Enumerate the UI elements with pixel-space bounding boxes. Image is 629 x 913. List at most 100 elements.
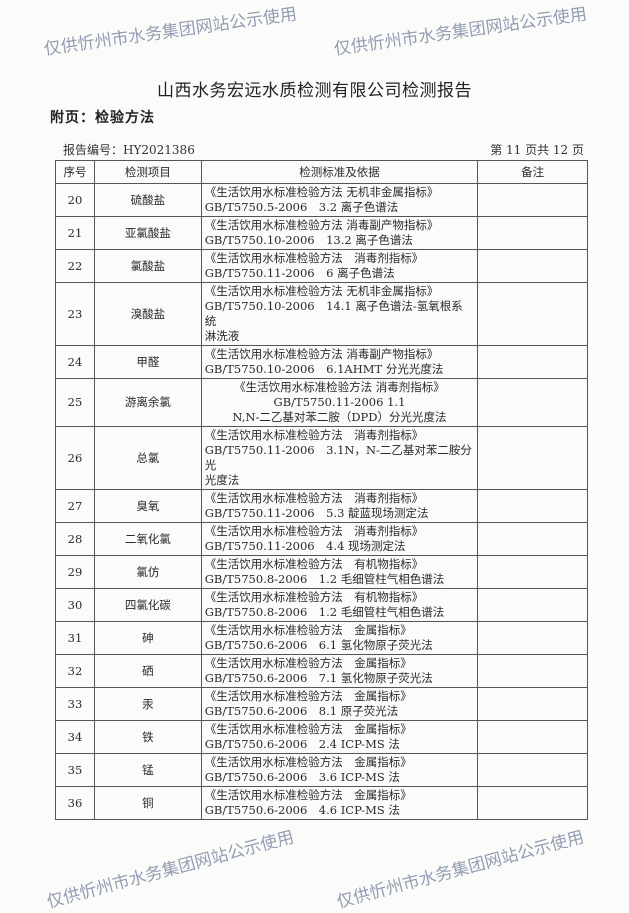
table-row: 27 臭氧 《生活饮用水标准检验方法 消毒剂指标》 GB/T5750.11-2006 … (55, 489, 588, 523)
table-row: 21 亚氯酸盐 《生活饮用水标准检验方法 消毒副产物指标》 GB/T5750.10-2… (55, 216, 588, 250)
watermark-text: 仅供忻州市水务集团网站公示使用 (332, 4, 588, 60)
test-item: 亚氯酸盐 (93, 216, 202, 250)
standard-line: 《生活饮用水标准检验方法 金属指标》 (204, 689, 412, 703)
test-item: 臭氧 (93, 489, 202, 523)
standard-line: GB/T5750.11-2006 4.4 现场测定法 (204, 539, 406, 553)
standard-line: GB/T5750.8-2006 1.2 毛细管柱气相色谱法 (204, 605, 445, 619)
test-item: 铜 (93, 786, 202, 820)
test-item: 游离余氯 (93, 378, 202, 427)
test-item: 溴酸盐 (93, 282, 202, 346)
standard-line: 《生活饮用水标准检验方法 金属指标》 (204, 722, 412, 736)
row-number: 23 (55, 282, 95, 346)
test-standard: 《生活饮用水标准检验方法 金属指标》 GB/T5750.6-2006 8.1 原子… (200, 687, 479, 721)
remark (477, 282, 588, 346)
remark (477, 522, 588, 556)
test-standard: 《生活饮用水标准检验方法 无机非金属指标》 GB/T5750.5-2006 3.2… (200, 183, 479, 217)
remark (477, 654, 588, 688)
standard-line: 《生活饮用水标准检验方法 金属指标》 (204, 656, 412, 670)
test-item: 二氧化氯 (93, 522, 202, 556)
test-item: 氯仿 (93, 555, 202, 589)
table-row: 24 甲醛 《生活饮用水标准检验方法 消毒副产物指标》 GB/T5750.10-200… (55, 345, 588, 379)
standard-line: GB/T5750.11-2006 5.3 靛蓝现场测定法 (204, 506, 429, 520)
row-number: 35 (55, 753, 95, 787)
remark (477, 621, 588, 655)
row-number: 34 (55, 720, 95, 754)
test-standard: 《生活饮用水标准检验方法 金属指标》 GB/T5750.6-2006 4.6 IC… (200, 786, 479, 820)
table-header-row: 序号 检测项目 检测标准及依据 备注 (55, 160, 588, 184)
standard-line: GB/T5750.8-2006 1.2 毛细管柱气相色谱法 (204, 572, 445, 586)
test-standard: 《生活饮用水标准检验方法 消毒剂指标》 GB/T5750.11-2006 5.3 … (200, 489, 479, 523)
watermark-text: 仅供忻州市水务集团网站公示使用 (44, 827, 296, 913)
test-item: 汞 (93, 687, 202, 721)
test-standard: 《生活饮用水标准检验方法 消毒剂指标》 GB/T5750.11-2006 4.4 … (200, 522, 479, 556)
remark (477, 249, 588, 283)
test-item: 铁 (93, 720, 202, 754)
standard-line: GB/T5750.5-2006 3.2 离子色谱法 (204, 200, 399, 214)
table-row: 28 二氧化氯 《生活饮用水标准检验方法 消毒剂指标》 GB/T5750.11-200… (55, 522, 588, 556)
report-number: 报告编号：HY2021386 (63, 143, 195, 157)
table-row: 30 四氯化碳 《生活饮用水标准检验方法 有机物指标》 GB/T5750.8-2006… (55, 588, 588, 622)
standard-line: GB/T5750.10-2006 14.1 离子色谱法-氢氧根系统 (204, 299, 463, 328)
remark (477, 216, 588, 250)
report-title: 山西水务宏远水质检测有限公司检测报告 (157, 81, 472, 101)
test-item: 砷 (93, 621, 202, 655)
standard-line: 光度法 (204, 473, 240, 487)
standard-line: 《生活饮用水标准检验方法 无机非金属指标》 (204, 284, 439, 298)
table-row: 33 汞《生活饮用水标准检验方法 金属指标》 GB/T5750.6-2006 8.1… (55, 687, 588, 721)
row-number: 25 (55, 378, 95, 427)
test-standard: 《生活饮用水标准检验方法 消毒副产物指标》 GB/T5750.10-2006 6.… (200, 345, 479, 379)
row-number: 31 (55, 621, 95, 655)
column-header-no: 序号 (55, 160, 95, 184)
watermark-text: 仅供忻州市水务集团网站公示使用 (334, 827, 586, 913)
table-row: 31 砷《生活饮用水标准检验方法 金属指标》 GB/T5750.6-2006 6.1… (55, 621, 588, 655)
standard-line: 《生活饮用水标准检验方法 金属指标》 (204, 623, 412, 637)
standard-line: 《生活饮用水标准检验方法 消毒剂指标》 (204, 428, 424, 442)
row-number: 36 (55, 786, 95, 820)
standard-line: 《生活饮用水标准检验方法 有机物指标》 (204, 590, 424, 604)
test-item: 甲醛 (93, 345, 202, 379)
standard-line: 《生活饮用水标准检验方法 有机物指标》 (204, 557, 424, 571)
standard-line: 《生活饮用水标准检验方法 消毒剂指标》 (204, 491, 424, 505)
column-header-item: 检测项目 (93, 160, 202, 184)
test-item: 总氯 (93, 426, 202, 490)
test-standard: 《生活饮用水标准检验方法 有机物指标》 GB/T5750.8-2006 1.2 毛… (200, 555, 479, 589)
standard-line: GB/T5750.6-2006 3.6 ICP-MS 法 (204, 770, 400, 784)
row-number: 28 (55, 522, 95, 556)
standard-line: GB/T5750.11-2006 1.1 (273, 395, 406, 409)
standard-line: 《生活饮用水标准检验方法 消毒剂指标》 (234, 380, 445, 394)
standard-line: 《生活饮用水标准检验方法 无机非金属指标》 (204, 185, 439, 199)
table-row: 35 锰《生活饮用水标准检验方法 金属指标》 GB/T5750.6-2006 3.6… (55, 753, 588, 787)
table-row: 20 硫酸盐 《生活饮用水标准检验方法 无机非金属指标》 GB/T5750.5-200… (55, 183, 588, 217)
test-standard: 《生活饮用水标准检验方法 金属指标》 GB/T5750.6-2006 2.4 IC… (200, 720, 479, 754)
table-row: 32 硒《生活饮用水标准检验方法 金属指标》 GB/T5750.6-2006 7.1… (55, 654, 588, 688)
test-item: 硒 (93, 654, 202, 688)
column-header-note: 备注 (477, 160, 588, 184)
standard-line: GB/T5750.6-2006 8.1 原子荧光法 (204, 704, 399, 718)
column-header-standard: 检测标准及依据 (200, 160, 479, 184)
remark (477, 489, 588, 523)
test-item: 四氯化碳 (93, 588, 202, 622)
remark (477, 345, 588, 379)
test-standard: 《生活饮用水标准检验方法 金属指标》 GB/T5750.6-2006 3.6 IC… (200, 753, 479, 787)
test-standard: 《生活饮用水标准检验方法 有机物指标》 GB/T5750.8-2006 1.2 毛… (200, 588, 479, 622)
test-standard: 《生活饮用水标准检验方法 消毒剂指标》 GB/T5750.11-2006 3.1N… (200, 426, 479, 490)
remark (477, 720, 588, 754)
remark (477, 687, 588, 721)
remark (477, 426, 588, 490)
remark (477, 183, 588, 217)
standard-line: GB/T5750.6-2006 4.6 ICP-MS 法 (204, 803, 400, 817)
remark (477, 753, 588, 787)
row-number: 27 (55, 489, 95, 523)
row-number: 26 (55, 426, 95, 490)
remark (477, 588, 588, 622)
standard-line: GB/T5750.6-2006 2.4 ICP-MS 法 (204, 737, 400, 751)
test-item: 锰 (93, 753, 202, 787)
standard-line: 《生活饮用水标准检验方法 消毒剂指标》 (204, 524, 424, 538)
standard-line: GB/T5750.6-2006 7.1 氢化物原子荧光法 (204, 671, 433, 685)
standard-line: GB/T5750.11-2006 6 离子色谱法 (204, 266, 395, 280)
row-number: 30 (55, 588, 95, 622)
standard-line: 《生活饮用水标准检验方法 消毒副产物指标》 (204, 347, 439, 361)
standard-line: 淋洗液 (204, 329, 240, 343)
standard-line: GB/T5750.10-2006 13.2 离子色谱法 (204, 233, 413, 247)
table-row: 29 氯仿 《生活饮用水标准检验方法 有机物指标》 GB/T5750.8-2006 1… (55, 555, 588, 589)
